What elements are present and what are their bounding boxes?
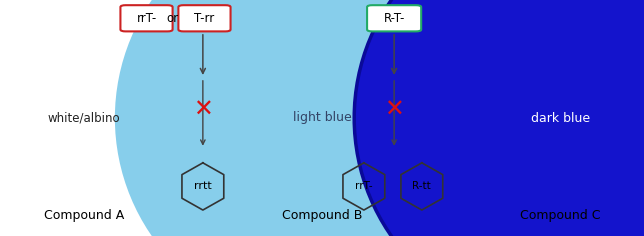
Text: Compound B: Compound B [282, 209, 362, 222]
Text: Compound A: Compound A [44, 209, 124, 222]
Ellipse shape [354, 0, 644, 236]
Ellipse shape [116, 0, 528, 236]
Text: rrT-: rrT- [137, 12, 156, 25]
Text: ✕: ✕ [384, 98, 404, 122]
Text: or: or [167, 12, 178, 25]
FancyBboxPatch shape [120, 5, 173, 31]
Text: rrT-: rrT- [355, 181, 373, 191]
Text: ✕: ✕ [193, 98, 213, 122]
Ellipse shape [0, 0, 290, 236]
Text: R-T-: R-T- [383, 12, 405, 25]
Text: rrtt: rrtt [194, 181, 212, 191]
Text: T-rr: T-rr [194, 12, 214, 25]
FancyBboxPatch shape [178, 5, 231, 31]
Text: dark blue: dark blue [531, 111, 590, 125]
Text: light blue: light blue [292, 111, 352, 125]
Text: R-tt: R-tt [412, 181, 431, 191]
FancyBboxPatch shape [367, 5, 421, 31]
Text: white/albino: white/albino [48, 111, 120, 125]
Text: Compound C: Compound C [520, 209, 600, 222]
